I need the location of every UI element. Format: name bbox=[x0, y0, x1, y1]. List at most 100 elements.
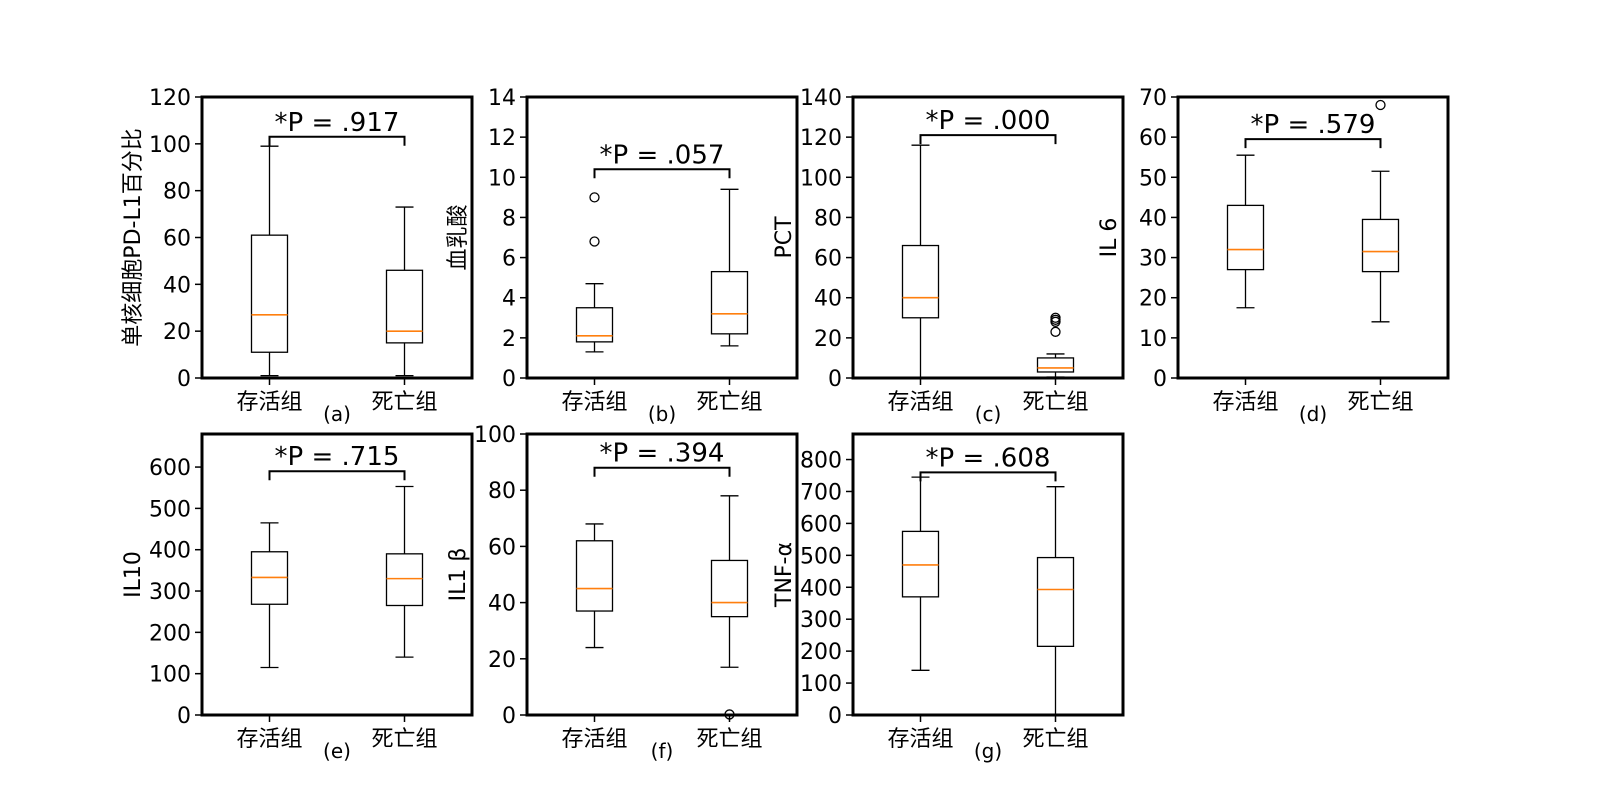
y-tick-label: 80 bbox=[488, 479, 516, 504]
y-tick-label: 40 bbox=[814, 287, 842, 312]
y-tick-label: 6 bbox=[502, 247, 516, 272]
box-2 bbox=[1036, 486, 1075, 716]
y-tick-label: 50 bbox=[1139, 166, 1167, 191]
y-tick-label: 500 bbox=[149, 497, 191, 522]
y-tick-label: 60 bbox=[814, 247, 842, 272]
y-tick-label: 100 bbox=[149, 663, 191, 688]
y-tick-label: 120 bbox=[800, 126, 842, 151]
significance-bracket bbox=[919, 134, 1057, 145]
y-tick-label: 800 bbox=[800, 449, 842, 474]
p-value-label: *P = .917 bbox=[275, 108, 400, 138]
p-value-label: *P = .608 bbox=[926, 443, 1051, 473]
p-value-label: *P = .394 bbox=[600, 439, 725, 469]
y-tick-label: 20 bbox=[163, 320, 191, 345]
y-axis-label: 单核细胞PD-L1百分比 bbox=[121, 128, 146, 346]
significance-bracket bbox=[919, 471, 1057, 482]
y-tick-label: 700 bbox=[800, 480, 842, 505]
iqr-box bbox=[1361, 218, 1400, 273]
significance-bracket bbox=[593, 168, 731, 179]
x-tick-label: 死亡组 bbox=[696, 727, 762, 752]
panel-label: (c) bbox=[975, 402, 1002, 426]
x-tick-label: 死亡组 bbox=[1022, 390, 1088, 415]
outlier-point bbox=[1050, 314, 1061, 325]
panel-label: (a) bbox=[323, 402, 351, 426]
y-tick-label: 4 bbox=[502, 287, 516, 312]
panel-6: 0 20 40 60 80 100 存活组 死亡组 (f) IL1 β *P = .394 bbox=[446, 423, 799, 763]
x-tick-label: 存活组 bbox=[236, 727, 302, 752]
box-2 bbox=[1361, 99, 1400, 323]
panel-label: (f) bbox=[651, 739, 674, 763]
x-tick-label: 死亡组 bbox=[696, 390, 762, 415]
p-value-label: *P = .057 bbox=[600, 140, 725, 170]
y-tick-label: 400 bbox=[149, 539, 191, 564]
y-axis-label: IL10 bbox=[121, 551, 146, 598]
panel-4: 0 10 20 30 40 50 60 70 存活组 死亡组 (d) IL 6 *P = .579 bbox=[1097, 86, 1450, 426]
x-tick-label: 死亡组 bbox=[1347, 390, 1413, 415]
axes-frame bbox=[1176, 95, 1450, 380]
panel-7: 0 100 200 300 400 500 600 700 800 存活组 死亡组 (g) TNF-α *… bbox=[772, 432, 1125, 763]
y-tick-label: 40 bbox=[488, 592, 516, 617]
axes-frame bbox=[525, 432, 799, 717]
iqr-box bbox=[1036, 556, 1075, 647]
iqr-box bbox=[575, 307, 614, 343]
y-tick-label: 0 bbox=[828, 704, 842, 729]
significance-bracket bbox=[268, 470, 406, 481]
y-axis-label: IL 6 bbox=[1097, 218, 1122, 258]
iqr-box bbox=[385, 269, 424, 344]
y-tick-label: 0 bbox=[177, 704, 191, 729]
box-2 bbox=[710, 495, 749, 720]
panel-5: 0 100 200 300 400 500 600 存活组 死亡组 (e) IL10 *P = .71… bbox=[121, 432, 474, 763]
axes-frame bbox=[200, 432, 474, 717]
x-tick-label: 存活组 bbox=[887, 727, 953, 752]
iqr-box bbox=[1036, 357, 1075, 373]
y-tick-label: 10 bbox=[488, 166, 516, 191]
y-tick-label: 600 bbox=[149, 456, 191, 481]
y-tick-label: 80 bbox=[814, 206, 842, 231]
axes-frame bbox=[851, 432, 1125, 717]
panel-label: (e) bbox=[323, 739, 351, 763]
x-tick-label: 存活组 bbox=[236, 390, 302, 415]
p-value-label: *P = .579 bbox=[1251, 110, 1376, 140]
box-1 bbox=[250, 522, 289, 669]
y-tick-label: 200 bbox=[800, 640, 842, 665]
significance-bracket bbox=[593, 466, 731, 477]
iqr-box bbox=[1226, 204, 1265, 271]
outlier-point bbox=[1375, 99, 1386, 111]
y-tick-label: 120 bbox=[149, 86, 191, 111]
y-tick-label: 40 bbox=[1139, 206, 1167, 231]
iqr-box bbox=[710, 270, 749, 335]
panel-1: 0 20 40 60 80 100 120 存活组 死亡组 (a) 单核细胞PD-L1百分比 *P =… bbox=[121, 86, 474, 426]
x-tick-label: 死亡组 bbox=[371, 727, 437, 752]
box-1 bbox=[1226, 154, 1265, 309]
y-tick-label: 8 bbox=[502, 206, 516, 231]
y-tick-label: 500 bbox=[800, 544, 842, 569]
significance-bracket bbox=[268, 135, 406, 146]
y-tick-label: 0 bbox=[1153, 367, 1167, 392]
y-tick-label: 0 bbox=[502, 704, 516, 729]
y-tick-label: 100 bbox=[800, 672, 842, 697]
y-tick-label: 70 bbox=[1139, 86, 1167, 111]
outlier-point bbox=[1050, 326, 1061, 337]
box-2 bbox=[710, 188, 749, 347]
y-tick-label: 200 bbox=[149, 621, 191, 646]
y-tick-label: 60 bbox=[488, 535, 516, 560]
box-1 bbox=[575, 523, 614, 649]
box-1 bbox=[250, 145, 289, 377]
p-value-label: *P = .000 bbox=[926, 106, 1051, 136]
y-axis-label: 血乳酸 bbox=[446, 204, 471, 270]
y-tick-label: 400 bbox=[800, 576, 842, 601]
box-2 bbox=[1036, 312, 1075, 378]
y-tick-label: 30 bbox=[1139, 247, 1167, 272]
x-tick-label: 死亡组 bbox=[1022, 727, 1088, 752]
p-value-label: *P = .715 bbox=[275, 442, 400, 472]
box-1 bbox=[901, 144, 940, 379]
y-tick-label: 20 bbox=[1139, 287, 1167, 312]
y-tick-label: 14 bbox=[488, 86, 516, 111]
iqr-box bbox=[250, 234, 289, 353]
iqr-box bbox=[575, 540, 614, 612]
outlier-point bbox=[589, 192, 600, 203]
y-tick-label: 300 bbox=[800, 608, 842, 633]
outlier-point bbox=[589, 236, 600, 247]
panel-3: 0 20 40 60 80 100 120 140 存活组 死亡组 (c) PCT *P = .000 bbox=[772, 86, 1125, 426]
